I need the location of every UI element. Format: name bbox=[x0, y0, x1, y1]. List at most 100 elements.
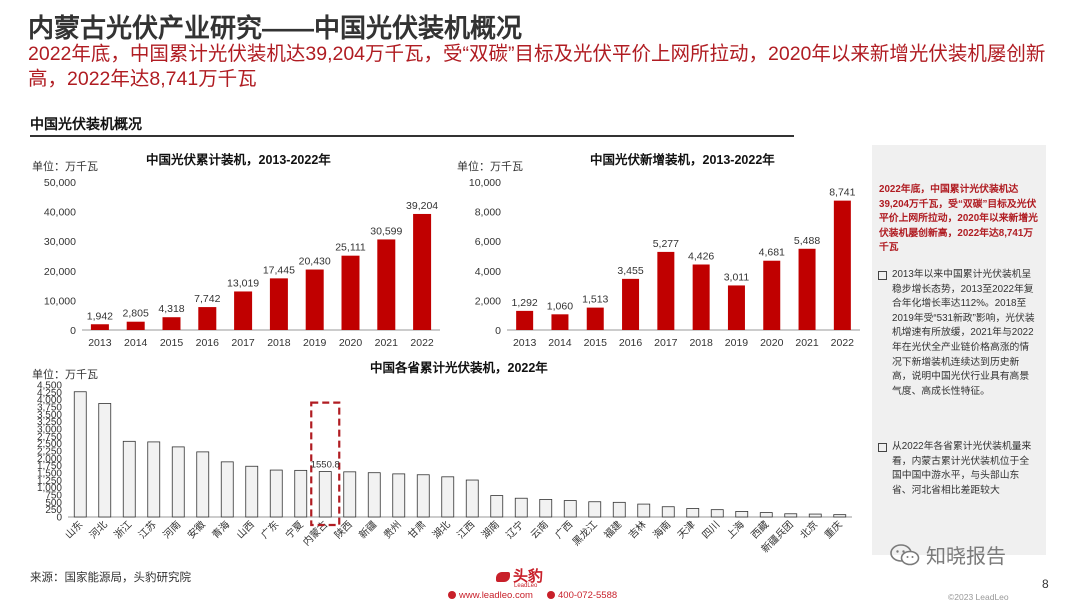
province-bar bbox=[563, 500, 577, 518]
bar bbox=[657, 251, 675, 330]
new-installation-chart: 0 2,000 4,000 6,000 8,000 10,000 1,292 2013 1,06… bbox=[469, 177, 860, 349]
province-bar bbox=[465, 479, 479, 518]
province-bar bbox=[343, 471, 357, 518]
data-label: 13,019 bbox=[227, 277, 259, 289]
province-bar bbox=[637, 503, 651, 518]
data-label: 5,488 bbox=[794, 235, 820, 247]
new-installation-chart-unit: 单位：万千瓦 bbox=[457, 161, 523, 173]
y-tick-label: 2,000 bbox=[37, 454, 62, 465]
y-tick-label: 250 bbox=[45, 505, 62, 516]
y-tick-label: 10,000 bbox=[469, 177, 501, 189]
summary-bullet: 2013年以来中国累计光伏装机呈稳步增长态势，2013至2022年复合年化增长率… bbox=[878, 268, 1038, 399]
data-label: 4,426 bbox=[688, 250, 714, 262]
data-label: 3,011 bbox=[724, 271, 750, 283]
data-label: 7,742 bbox=[194, 293, 220, 305]
data-label: 39,204 bbox=[406, 200, 438, 212]
y-tick-label: 4,000 bbox=[37, 395, 62, 406]
x-tick-label: 广西 bbox=[553, 519, 576, 542]
bar bbox=[833, 200, 851, 330]
x-tick-label: 2021 bbox=[795, 337, 819, 349]
bar bbox=[377, 239, 396, 330]
x-tick-label: 2021 bbox=[375, 337, 399, 349]
bar bbox=[305, 269, 324, 330]
province-bar bbox=[612, 501, 626, 518]
y-tick-label: 1,250 bbox=[37, 476, 62, 487]
bar bbox=[586, 307, 604, 330]
y-tick-label: 3,750 bbox=[37, 403, 62, 414]
province-bar bbox=[294, 469, 308, 518]
phone-number: 400-072-5588 bbox=[547, 590, 617, 601]
source-note: 来源：国家能源局，头豹研究院 bbox=[30, 572, 191, 584]
x-tick-label: 2020 bbox=[760, 337, 784, 349]
y-tick-label: 6,000 bbox=[475, 236, 501, 248]
y-tick-label: 20,000 bbox=[44, 266, 76, 278]
x-tick-label: 安徽 bbox=[185, 518, 208, 541]
x-tick-label: 2014 bbox=[124, 337, 148, 349]
y-tick-label: 2,250 bbox=[37, 447, 62, 458]
watermark: 知晓报告 bbox=[890, 540, 1006, 569]
province-bar bbox=[686, 508, 700, 518]
x-tick-label: 2017 bbox=[654, 337, 678, 349]
highlight-box bbox=[310, 401, 341, 527]
x-tick-label: 山西 bbox=[234, 519, 257, 542]
y-tick-label: 4,500 bbox=[37, 381, 62, 392]
province-bar bbox=[196, 451, 210, 518]
brand-subname: LeadLeo bbox=[514, 583, 538, 589]
x-tick-label: 上海 bbox=[724, 518, 747, 541]
province-bar bbox=[539, 499, 553, 518]
x-tick-label: 2013 bbox=[88, 337, 112, 349]
leopard-logo-icon bbox=[496, 572, 510, 583]
x-tick-label: 山东 bbox=[62, 518, 85, 541]
bar bbox=[413, 213, 432, 330]
y-tick-label: 8,000 bbox=[475, 207, 501, 219]
province-bar bbox=[490, 495, 504, 518]
x-tick-label: 陕西 bbox=[332, 518, 355, 541]
province-bar bbox=[392, 473, 406, 518]
x-tick-label: 广东 bbox=[258, 518, 281, 541]
province-bar bbox=[441, 476, 455, 518]
province-bar bbox=[833, 514, 847, 518]
x-tick-label: 2018 bbox=[267, 337, 291, 349]
new-installation-chart-title: 中国光伏新增装机，2013-2022年 bbox=[590, 153, 775, 167]
bar bbox=[692, 264, 710, 330]
cumulative-chart-unit: 单位：万千瓦 bbox=[32, 161, 98, 173]
y-tick-label: 3,000 bbox=[37, 425, 62, 436]
phone-icon bbox=[547, 591, 555, 600]
cumulative-chart-title: 中国光伏累计装机，2013-2022年 bbox=[146, 153, 331, 167]
province-bar bbox=[514, 497, 528, 518]
x-tick-label: 宁夏 bbox=[283, 518, 306, 541]
x-tick-label: 2017 bbox=[231, 337, 255, 349]
x-tick-label: 湖北 bbox=[430, 519, 453, 542]
x-tick-label: 2022 bbox=[831, 337, 855, 349]
province-bar bbox=[759, 512, 773, 518]
province-bar bbox=[171, 446, 185, 518]
summary-bullet-text: 2013年以来中国累计光伏装机呈稳步增长态势，2013至2022年复合年化增长率… bbox=[892, 269, 1035, 397]
y-tick-label: 40,000 bbox=[44, 207, 76, 219]
website-link[interactable]: www.leadleo.com bbox=[448, 590, 533, 601]
data-label: 4,681 bbox=[759, 247, 785, 259]
province-chart-unit: 单位：万千瓦 bbox=[32, 369, 98, 381]
data-label: 17,445 bbox=[263, 264, 295, 276]
y-tick-label: 4,250 bbox=[37, 388, 62, 399]
website-text: www.leadleo.com bbox=[459, 590, 533, 601]
y-tick-label: 1,500 bbox=[37, 469, 62, 480]
x-tick-label: 青海 bbox=[209, 518, 232, 541]
data-label: 8,741 bbox=[829, 187, 855, 199]
section-title: 中国光伏装机概况 bbox=[30, 116, 142, 132]
province-bar bbox=[318, 471, 332, 518]
province-chart-title: 中国各省累计光伏装机，2022年 bbox=[370, 361, 548, 375]
y-tick-label: 2,000 bbox=[475, 295, 501, 307]
bar bbox=[162, 317, 181, 330]
province-bar bbox=[98, 403, 112, 518]
x-tick-label: 2019 bbox=[725, 337, 749, 349]
x-tick-label: 2016 bbox=[619, 337, 643, 349]
y-tick-label: 500 bbox=[45, 498, 62, 509]
x-tick-label: 吉林 bbox=[626, 518, 649, 541]
province-bar bbox=[661, 506, 675, 518]
x-tick-label: 黑龙江 bbox=[569, 518, 599, 548]
y-tick-label: 750 bbox=[45, 491, 62, 502]
province-bar bbox=[147, 441, 161, 518]
x-tick-label: 江苏 bbox=[136, 518, 159, 541]
y-tick-label: 4,000 bbox=[475, 266, 501, 278]
bar bbox=[551, 314, 569, 330]
